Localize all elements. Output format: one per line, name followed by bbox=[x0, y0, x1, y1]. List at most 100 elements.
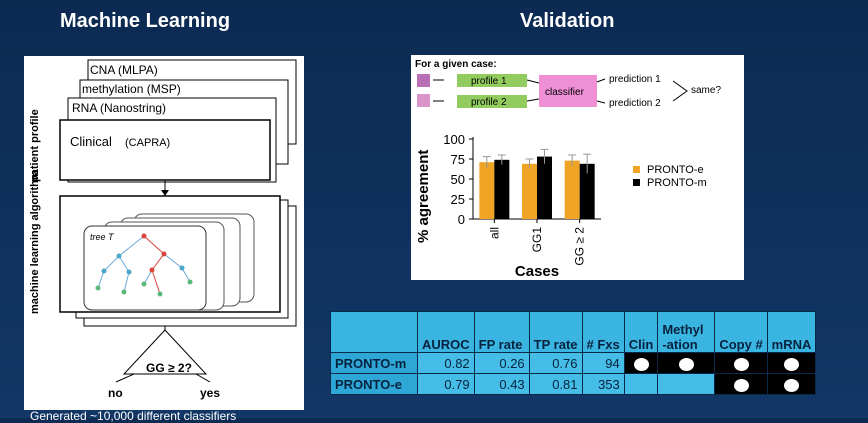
tree-card bbox=[83, 225, 207, 311]
header-cell: TP rate bbox=[528, 311, 583, 353]
included-dot-icon bbox=[633, 357, 649, 371]
threshold-label: GG ≥ 2? bbox=[146, 361, 192, 375]
table-row: PRONTO-m 0.82 0.26 0.76 94 bbox=[330, 352, 817, 374]
feature-mrna bbox=[766, 352, 817, 374]
classifier-box bbox=[539, 75, 597, 107]
tp-rate-cell: 0.76 bbox=[528, 352, 583, 374]
row-label: PRONTO-m bbox=[330, 352, 418, 374]
validation-heading: Validation bbox=[520, 10, 615, 32]
feature-clin bbox=[623, 373, 659, 395]
validation-panel: For a given case: profile 1 profile 2 cl… bbox=[411, 55, 744, 280]
case-image-icon bbox=[417, 94, 430, 107]
table-header-row: AUROC FP rate TP rate # Fxs Clin Methyl … bbox=[330, 311, 817, 353]
layer-label: methylation (MSP) bbox=[82, 82, 181, 96]
patient-profile-label: patient profile bbox=[29, 109, 41, 182]
feature-copy bbox=[714, 373, 768, 395]
arrowhead-icon bbox=[161, 190, 169, 196]
x-tick-label: all bbox=[487, 227, 501, 239]
clinical-label: Clinical bbox=[70, 134, 112, 149]
included-dot-icon bbox=[784, 378, 800, 392]
bar bbox=[564, 160, 580, 219]
header-cell: Copy # bbox=[714, 311, 768, 353]
legend-swatch bbox=[633, 179, 640, 186]
no-branch bbox=[115, 373, 135, 383]
footer-note: Generated ~10,000 different classifiers bbox=[30, 409, 237, 423]
auroc-cell: 0.82 bbox=[417, 352, 475, 374]
layer-label: RNA (Nanostring) bbox=[72, 101, 166, 115]
prediction2-label: prediction 2 bbox=[609, 98, 661, 109]
header-cell: AUROC bbox=[417, 311, 475, 353]
arrow bbox=[596, 100, 606, 104]
tree-label: tree T bbox=[90, 232, 115, 242]
yes-branch bbox=[195, 373, 211, 383]
header-cell: Methyl -ation bbox=[657, 311, 716, 353]
feature-methylation bbox=[657, 352, 716, 374]
yes-label: yes bbox=[200, 386, 220, 400]
ml-diagram: CNA (MLPA) methylation (MSP) RNA (Nanost… bbox=[29, 59, 297, 400]
auroc-cell: 0.79 bbox=[417, 373, 475, 395]
header-cell: FP rate bbox=[473, 311, 530, 353]
ml-heading: Machine Learning bbox=[60, 10, 231, 32]
included-dot-icon bbox=[733, 378, 749, 392]
feature-copy bbox=[714, 352, 768, 374]
header-cell: mRNA bbox=[766, 311, 817, 353]
y-tick-label: 0 bbox=[458, 212, 465, 227]
y-axis-label: % agreement bbox=[415, 150, 432, 243]
x-tick-label: GG1 bbox=[530, 227, 544, 253]
bar bbox=[522, 163, 537, 219]
y-tick-label: 25 bbox=[451, 192, 465, 207]
bar bbox=[537, 156, 552, 219]
decision-diamond bbox=[122, 329, 208, 375]
profile2-box bbox=[457, 95, 527, 108]
legend-swatch bbox=[633, 166, 640, 173]
included-dot-icon bbox=[678, 357, 694, 371]
classifier-label: classifier bbox=[545, 87, 585, 98]
ml-diagram-panel: CNA (MLPA) methylation (MSP) RNA (Nanost… bbox=[24, 56, 304, 410]
capra-label: (CAPRA) bbox=[125, 137, 170, 149]
arrow bbox=[596, 78, 606, 83]
bracket bbox=[672, 80, 688, 102]
included-dot-icon bbox=[733, 357, 749, 371]
fp-rate-cell: 0.43 bbox=[473, 373, 530, 395]
algorithm-label: machine learning algorithm bbox=[29, 170, 41, 314]
x-tick-label: GG ≥ 2 bbox=[573, 227, 587, 266]
fxs-cell: 94 bbox=[581, 352, 625, 374]
prediction1-label: prediction 1 bbox=[609, 74, 661, 85]
legend-label: PRONTO-m bbox=[647, 177, 707, 189]
bar bbox=[479, 162, 495, 219]
header-cell: # Fxs bbox=[581, 311, 625, 353]
fxs-cell: 353 bbox=[581, 373, 625, 395]
arrow bbox=[526, 98, 540, 102]
tp-rate-cell: 0.81 bbox=[528, 373, 583, 395]
bar bbox=[494, 159, 510, 219]
case-image-icon bbox=[417, 74, 430, 87]
legend-label: PRONTO-e bbox=[647, 164, 704, 176]
header-cell bbox=[330, 311, 418, 353]
y-tick-label: 100 bbox=[443, 132, 465, 147]
profile1-label: profile 1 bbox=[471, 76, 507, 87]
agreement-chart: 0 25 50 75 100 % agreement all GG1 GG ≥ 2 Cases PR… bbox=[415, 132, 707, 280]
arrow bbox=[526, 79, 540, 84]
y-tick-label: 50 bbox=[451, 172, 465, 187]
profile1-box bbox=[457, 74, 527, 87]
fp-rate-cell: 0.26 bbox=[473, 352, 530, 374]
validation-title: For a given case: bbox=[415, 59, 497, 70]
table-row: PRONTO-e 0.79 0.43 0.81 353 bbox=[330, 373, 817, 395]
profile2-label: profile 2 bbox=[471, 97, 507, 108]
included-dot-icon bbox=[784, 357, 800, 371]
decision-tree-icon bbox=[95, 233, 193, 297]
y-tick-label: 75 bbox=[451, 152, 465, 167]
results-table: AUROC FP rate TP rate # Fxs Clin Methyl … bbox=[330, 311, 817, 395]
layer-clinical-box bbox=[59, 119, 271, 181]
validation-diagram: For a given case: profile 1 profile 2 cl… bbox=[415, 59, 721, 280]
same-label: same? bbox=[691, 85, 721, 96]
feature-methylation bbox=[657, 373, 716, 395]
header-cell: Clin bbox=[623, 311, 659, 353]
x-axis-label: Cases bbox=[515, 263, 559, 280]
feature-mrna bbox=[766, 373, 817, 395]
bar bbox=[579, 163, 595, 219]
no-label: no bbox=[108, 386, 123, 400]
row-label: PRONTO-e bbox=[330, 373, 418, 395]
layer-label: CNA (MLPA) bbox=[90, 63, 158, 77]
feature-clin bbox=[623, 352, 659, 374]
